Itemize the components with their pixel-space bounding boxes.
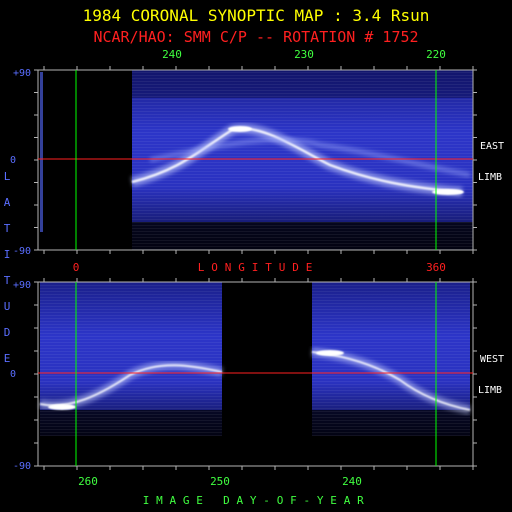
longitude-label-letter-8: E <box>306 261 313 274</box>
day-of-year-label-letter-2: A <box>169 494 176 507</box>
longitude-label-letter-7: D <box>292 261 299 274</box>
latitude-label-letter-4: T <box>4 274 11 287</box>
day-of-year-label-letter-3: G <box>183 494 190 507</box>
top-panel: +90 0 -90 240 230 220 0 360 EAST LIMB <box>10 48 504 274</box>
longitude-label-letter-3: G <box>238 261 245 274</box>
east-limb-label-line1: EAST <box>480 141 504 152</box>
top-x-tick-230: 230 <box>294 48 314 61</box>
longitude-label-letter-2: N <box>225 261 232 274</box>
bottom-x-tick-260: 260 <box>78 475 98 488</box>
top-tick-marks <box>34 66 477 254</box>
day-of-year-label-letter-1: M <box>156 494 163 507</box>
map-subtitle: NCAR/HAO: SMM C/P -- ROTATION # 1752 <box>93 28 418 46</box>
top-y-tick-minus90: -90 <box>13 246 31 257</box>
bottom-bright-spot-2 <box>316 350 344 356</box>
bottom-x-tick-240: 240 <box>342 475 362 488</box>
west-limb-label-line1: WEST <box>480 354 504 365</box>
latitude-label-letter-6: D <box>4 326 11 339</box>
west-limb-label-line2: LIMB <box>478 385 502 396</box>
day-of-year-label-letter-0: I <box>143 494 150 507</box>
top-bright-spot-1 <box>228 126 252 132</box>
east-limb-label-line2: LIMB <box>478 172 502 183</box>
longitude-label-letter-4: I <box>252 261 259 274</box>
bottom-tick-marks <box>34 278 477 470</box>
top-longitude-tick-360: 360 <box>426 261 446 274</box>
day-of-year-label-letter-8: Y <box>250 494 257 507</box>
day-of-year-label-letter-14: E <box>330 494 337 507</box>
map-title: 1984 CORONAL SYNOPTIC MAP : 3.4 Rsun <box>83 6 430 25</box>
day-of-year-label-letter-11: F <box>290 494 297 507</box>
longitude-label-letter-5: T <box>265 261 272 274</box>
latitude-label-letter-1: A <box>4 196 11 209</box>
top-x-tick-220: 220 <box>426 48 446 61</box>
latitude-label-letter-5: U <box>4 300 11 313</box>
bottom-y-tick-0: 0 <box>10 369 16 380</box>
longitude-label-letter-6: U <box>279 261 286 274</box>
day-of-year-label-letter-6: D <box>223 494 230 507</box>
bottom-streamer-right <box>311 351 471 411</box>
latitude-label-letter-2: T <box>4 222 11 235</box>
top-longitude-tick-0: 0 <box>73 261 80 274</box>
top-bright-spot-2 <box>432 189 464 195</box>
day-of-year-label-letter-13: Y <box>317 494 324 507</box>
bottom-map-streak-left <box>40 282 222 436</box>
bottom-bright-spot-1 <box>48 404 76 410</box>
bottom-panel: +90 0 -90 260 250 240 WEST LIMB <box>10 278 504 488</box>
day-of-year-label-letter-9: - <box>263 494 270 507</box>
latitude-label-letter-3: I <box>4 248 11 261</box>
day-of-year-label-letter-7: A <box>236 494 243 507</box>
day-of-year-label-letter-10: O <box>277 494 284 507</box>
top-secondary-streamer <box>149 137 471 178</box>
latitude-label-letter-7: E <box>4 352 11 365</box>
top-left-edge-strip <box>40 72 43 232</box>
bottom-x-tick-250: 250 <box>210 475 230 488</box>
top-y-tick-0: 0 <box>10 155 16 166</box>
longitude-label-letter-0: L <box>198 261 205 274</box>
day-of-year-label-letter-12: - <box>303 494 310 507</box>
bottom-y-tick-plus90: +90 <box>13 280 31 291</box>
top-y-tick-plus90: +90 <box>13 68 31 79</box>
day-of-year-label-letter-16: R <box>357 494 364 507</box>
longitude-label-letter-1: O <box>211 261 218 274</box>
top-x-tick-240: 240 <box>162 48 182 61</box>
bottom-y-tick-minus90: -90 <box>13 461 31 472</box>
latitude-label-letter-0: L <box>4 170 11 183</box>
day-of-year-label-letter-4: E <box>196 494 203 507</box>
day-of-year-label-letter-15: A <box>344 494 351 507</box>
